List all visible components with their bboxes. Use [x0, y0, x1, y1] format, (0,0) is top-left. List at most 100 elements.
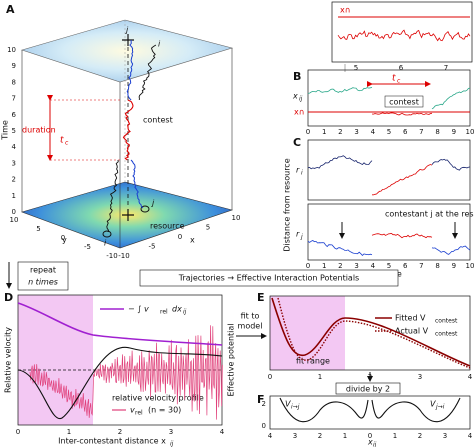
annotation: V: [285, 400, 291, 409]
legend-text: Fitted V: [395, 314, 426, 323]
annotation: i: [104, 239, 107, 248]
banner-box: [139, 269, 399, 287]
axis-label: x: [190, 236, 195, 245]
tick-label: 0: [178, 233, 182, 241]
annotation: contestant j at the resource: [385, 210, 474, 219]
start-marker: [102, 230, 112, 238]
resource-cross: [122, 209, 134, 221]
tick-label: 2: [12, 176, 16, 184]
tick-label: 10: [466, 128, 474, 136]
axis-label: r: [296, 230, 300, 239]
banner: Trajectories → Effective Interaction Pot…: [178, 274, 359, 283]
tick-label: 1: [12, 192, 16, 200]
tick-label: -5: [84, 243, 91, 251]
axis-label: j: [300, 234, 303, 241]
velocity-mean: [17, 346, 223, 419]
tick-label: 0: [61, 234, 65, 242]
tick-label: 7: [444, 64, 448, 72]
annotation: i→j: [291, 404, 300, 411]
annotation: fit to: [241, 312, 260, 321]
plot-frame: [269, 395, 471, 430]
annotation: c: [65, 140, 69, 147]
plot-frame: [269, 295, 471, 371]
annotation: contest: [389, 98, 419, 107]
distance-trace: [307, 87, 373, 94]
plot-frame: [307, 203, 471, 261]
tick-label: 5: [12, 127, 16, 135]
trajectory-i: [106, 159, 119, 233]
annotation: relative velocity profile: [112, 394, 204, 403]
tick-label: 1: [393, 432, 397, 440]
tick-label: 1: [322, 262, 326, 270]
tick-label: 1: [318, 373, 322, 381]
axis-label: Distance from resource: [283, 158, 292, 251]
tick-label: 10: [232, 214, 241, 222]
legend-text: rel: [135, 410, 143, 417]
tick-label: 10: [10, 216, 19, 224]
trajectory-contest: [122, 99, 134, 161]
tick-label: 7: [12, 95, 16, 103]
tick-label: 3: [443, 432, 447, 440]
tick-label: 4: [268, 432, 273, 440]
axis-label: y: [62, 236, 67, 245]
legend-text: Actual V: [395, 327, 429, 336]
tick-label: 5: [387, 262, 391, 270]
tick-label: 4: [12, 143, 17, 151]
panel-label: F: [257, 393, 265, 406]
tick-label: 6: [399, 64, 404, 72]
label-box: [384, 95, 424, 108]
annotation: fit range: [296, 357, 330, 366]
tick-label: 3: [354, 262, 358, 270]
tick-label: 7: [419, 128, 423, 136]
distance-trace: [337, 29, 471, 42]
annotation: repeat: [30, 266, 56, 275]
label-box: [17, 261, 69, 291]
distance-trace: [307, 155, 373, 170]
annotation: n times: [28, 278, 58, 287]
distance-trace: [371, 164, 433, 196]
trajectory-i: [138, 44, 157, 101]
legend-text: dx: [172, 305, 182, 314]
tick-label: 2: [118, 428, 122, 436]
fitted-curve: [271, 297, 471, 367]
tick-label: 0: [12, 208, 16, 216]
tick-label: 10: [7, 46, 16, 54]
annotation: t: [60, 136, 64, 146]
axis-label: Relative velocity: [4, 327, 13, 393]
tick-label: 4: [220, 428, 225, 436]
potential-ij: [279, 397, 369, 423]
tick-label: 2: [318, 432, 322, 440]
tick-label: 1: [343, 432, 347, 440]
tick-label: 1: [322, 128, 326, 136]
annotation: resource: [150, 222, 185, 231]
legend-text: rel: [160, 309, 168, 316]
legend-text: − ∫ v: [128, 305, 149, 314]
tick-label: 4: [468, 373, 473, 381]
tick-label: 9: [452, 262, 456, 270]
distance-trace: [371, 232, 433, 239]
resource-cross: [122, 34, 134, 46]
tick-label: 3: [12, 159, 16, 167]
plot-frame: [307, 139, 471, 201]
distance-trace: [431, 158, 471, 171]
axis-label: x: [367, 438, 373, 447]
tick-label: 8: [435, 128, 439, 136]
tick-label: 3: [354, 128, 358, 136]
distance-trace: [307, 240, 373, 256]
axis-label: Inter-contestant distance x: [58, 437, 166, 446]
tick-label: 4: [371, 262, 376, 270]
tick-label: 2: [368, 373, 372, 381]
tick-label: 5: [387, 128, 391, 136]
axis-label: ij: [373, 442, 377, 447]
annotation: j: [125, 26, 129, 35]
legend-text: contest: [435, 331, 458, 338]
tick-label: 9: [452, 128, 456, 136]
distance-trace: [371, 112, 433, 116]
threshold-label: x∩: [340, 6, 351, 15]
tick-label: 10: [466, 262, 474, 270]
annotation: i: [158, 40, 161, 49]
trajectory-j: [126, 39, 134, 101]
potential-ji: [371, 397, 461, 423]
axis-label: ij: [299, 96, 303, 103]
tick-label: 0: [306, 128, 310, 136]
